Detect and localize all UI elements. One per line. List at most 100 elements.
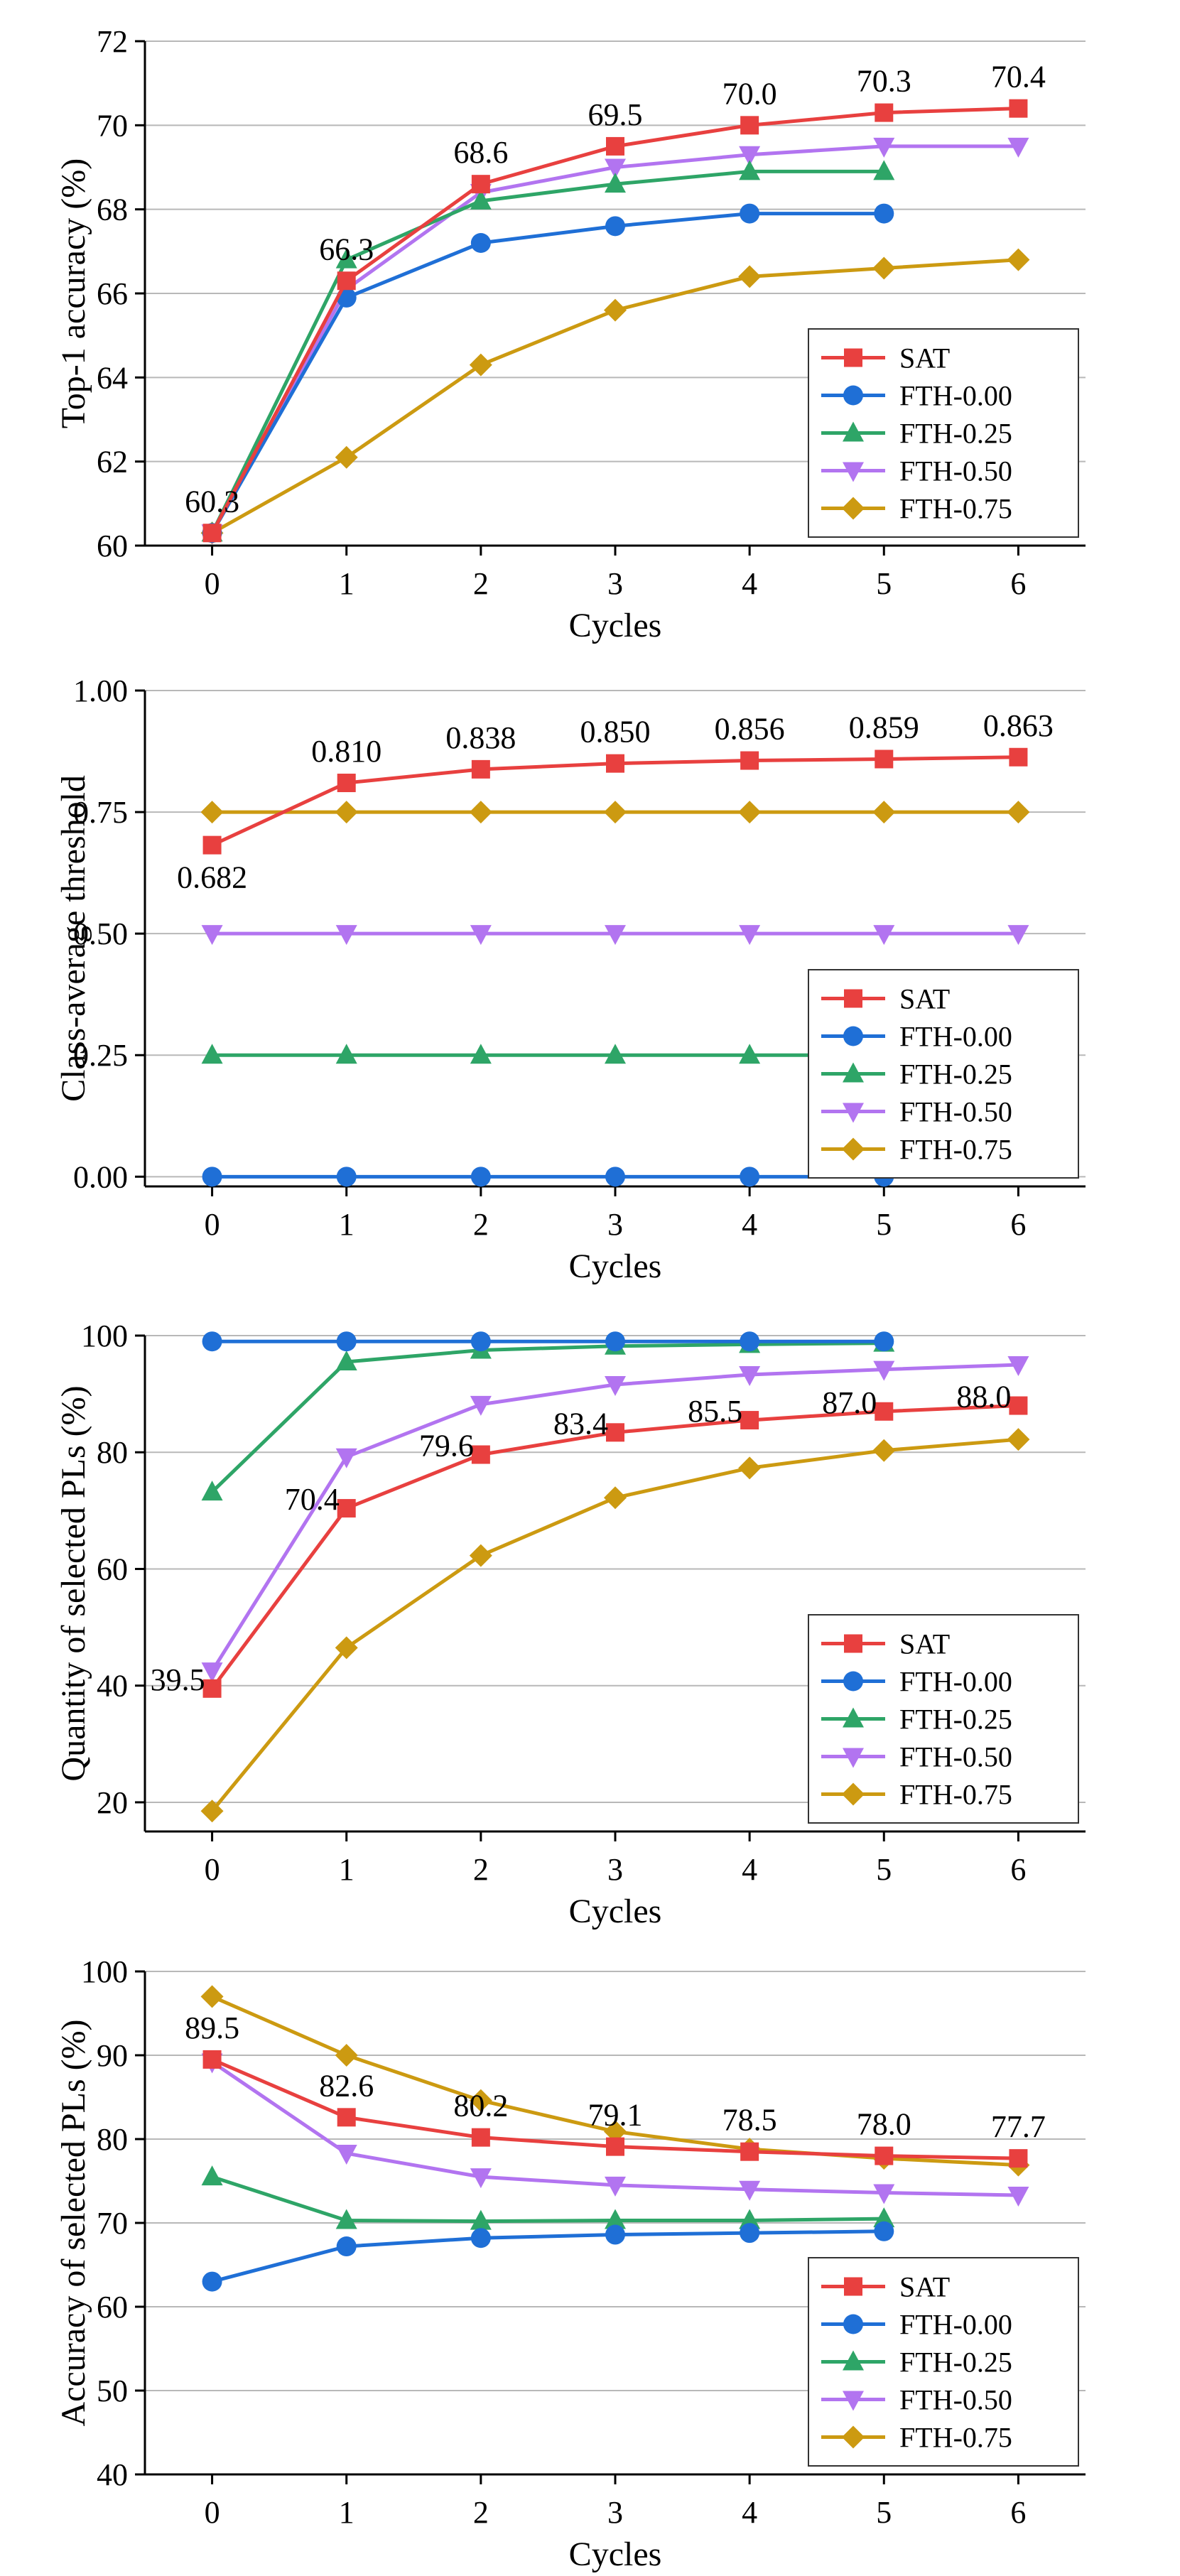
data-label: 87.0 (822, 1385, 877, 1420)
series-fth-0-25 (201, 160, 895, 542)
legend-entry-fth-0-75: FTH-0.75 (821, 1134, 1012, 1166)
y-tick-label: 68 (97, 193, 128, 227)
legend: SAT FTH-0.00 FTH-0.25 FTH-0.50 FTH-0.75 (808, 969, 1079, 1179)
series-fth-0-25 (201, 2165, 895, 2230)
legend-label: FTH-0.75 (899, 1779, 1012, 1811)
y-tick-label: 90 (97, 2038, 128, 2073)
data-point (202, 2271, 222, 2292)
data-point (336, 1331, 357, 1352)
data-point (872, 801, 896, 824)
y-tick-label: 60 (97, 1552, 128, 1586)
series-line (211, 2229, 884, 2284)
data-point (337, 2108, 356, 2127)
legend-label: SAT (899, 983, 950, 1015)
data-point (605, 2176, 626, 2197)
data-point (875, 1402, 894, 1421)
x-tick-label: 4 (742, 1852, 757, 1887)
data-label: 39.5 (151, 1662, 205, 1697)
legend: SAT FTH-0.00 FTH-0.25 FTH-0.50 FTH-0.75 (808, 1614, 1079, 1824)
y-axis-title: Quantity of selected PLs (%) (55, 1385, 92, 1781)
x-tick-label: 5 (876, 566, 892, 601)
legend-marker (842, 1782, 865, 1806)
legend-label: FTH-0.00 (899, 2309, 1012, 2341)
data-point (470, 1331, 491, 1352)
data-point (470, 2168, 492, 2189)
y-tick-label: 70 (97, 108, 128, 143)
data-label: 0.856 (715, 712, 785, 747)
x-tick-label: 4 (742, 566, 757, 601)
legend-entry-fth-0-00: FTH-0.00 (821, 380, 1012, 412)
data-label: 70.0 (722, 76, 777, 111)
y-tick-label: 20 (97, 1785, 128, 1820)
series-fth-0-75 (200, 1428, 1030, 1823)
data-point (873, 160, 895, 180)
y-tick-label: 0.00 (73, 1159, 128, 1194)
series-fth-0-00 (202, 2221, 894, 2292)
data-point (470, 1395, 492, 1416)
data-point (875, 749, 894, 769)
legend-entry-fth-0-25: FTH-0.25 (821, 418, 1012, 450)
data-point (604, 1486, 627, 1510)
legend-entry-fth-0-00: FTH-0.00 (821, 2309, 1012, 2341)
data-point (873, 2184, 895, 2204)
chart-panel-4: 40 50 60 70 80 90 100 0 1 2 3 4 5 6 Cycles Accuracy of … (55, 1954, 1086, 2573)
data-point (1009, 2149, 1028, 2168)
y-axis-title: Top-1 accuracy (%) (55, 158, 92, 428)
y-tick-label: 50 (97, 2374, 128, 2408)
data-point (335, 801, 358, 824)
x-tick-label: 4 (742, 1207, 757, 1242)
x-tick-label: 2 (473, 1852, 489, 1887)
data-point (740, 1411, 759, 1430)
data-point (335, 2145, 357, 2165)
legend-label: FTH-0.00 (899, 380, 1012, 412)
data-point (738, 1456, 762, 1480)
data-point (1007, 801, 1030, 824)
legend-label: FTH-0.50 (899, 1096, 1012, 1128)
data-label: 79.1 (588, 2098, 643, 2133)
y-tick-label: 70 (97, 2206, 128, 2241)
legend-entry-fth-0-75: FTH-0.75 (821, 2422, 1012, 2454)
x-axis-title: Cycles (569, 1248, 662, 1285)
data-point (1009, 99, 1028, 118)
data-point (202, 524, 222, 543)
x-tick-label: 1 (339, 566, 354, 601)
data-point (1007, 1428, 1030, 1451)
data-point (201, 2165, 223, 2186)
data-point (337, 1499, 356, 1518)
data-label: 60.3 (185, 484, 239, 519)
data-point (470, 1044, 492, 1064)
data-point (335, 445, 358, 469)
series-fth-0-75 (200, 801, 1030, 824)
x-axis-title: Cycles (569, 607, 662, 644)
y-tick-label: 40 (97, 1669, 128, 1704)
data-point (739, 925, 761, 946)
data-label: 80.2 (453, 2089, 508, 2123)
legend-marker (844, 348, 862, 367)
data-point (605, 1331, 625, 1352)
legend: SAT FTH-0.00 FTH-0.25 FTH-0.50 FTH-0.75 (808, 328, 1079, 538)
x-tick-label: 5 (876, 2495, 892, 2530)
data-label: 0.863 (983, 708, 1054, 743)
y-tick-label: 0.25 (73, 1038, 128, 1073)
x-tick-label: 6 (1010, 1852, 1026, 1887)
legend-label: FTH-0.75 (899, 493, 1012, 525)
data-label: 70.3 (857, 64, 911, 99)
y-tick-label: 100 (81, 1954, 128, 1989)
legend-label: FTH-0.50 (899, 1741, 1012, 1773)
data-label: 78.0 (857, 2107, 911, 2142)
series-line (211, 2175, 884, 2224)
data-point (738, 801, 762, 824)
y-tick-label: 60 (97, 2290, 128, 2325)
data-point (738, 265, 762, 288)
legend-entry-sat: SAT (821, 342, 950, 374)
data-point (200, 1985, 224, 2008)
data-point (874, 203, 894, 224)
legend-label: FTH-0.00 (899, 1021, 1012, 1053)
legend-marker (843, 2314, 863, 2334)
chart-panel-2: 0.00 0.25 0.50 0.75 1.00 0 1 2 3 4 5 6 Cycles Class-a… (55, 673, 1086, 1285)
series-fth-0-50 (201, 2053, 1029, 2207)
legend-entry-sat: SAT (821, 2271, 950, 2303)
legend-entry-sat: SAT (821, 983, 950, 1015)
data-point (605, 1375, 626, 1396)
series-sat (202, 747, 1028, 855)
